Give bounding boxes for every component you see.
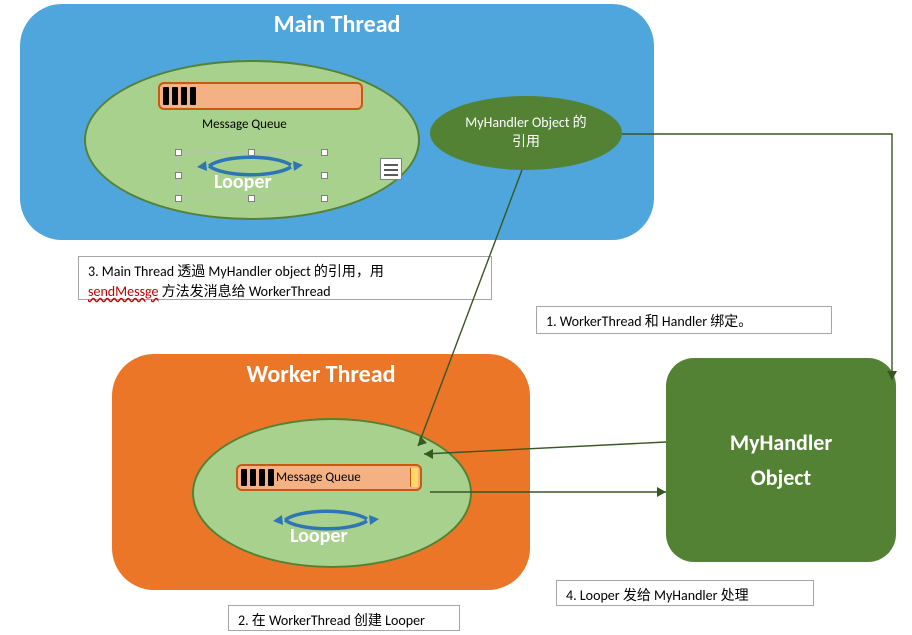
selection-handle bbox=[175, 172, 182, 179]
ref-line2: 引用 bbox=[512, 133, 540, 152]
worker-thread-title: Worker Thread bbox=[247, 360, 396, 389]
caption-step-1: 1. WorkerThread 和 Handler 绑定。 bbox=[536, 306, 832, 334]
caption-step-3-line2: sendMessge 方法发消息给 WorkerThread bbox=[88, 282, 482, 302]
myhandler-reference-ellipse: MyHandler Object 的 引用 bbox=[430, 96, 622, 170]
worker-message-queue-label: Message Queue bbox=[276, 470, 361, 485]
caption-step-3: 3. Main Thread 透過 MyHandler object 的引用，用… bbox=[78, 256, 492, 300]
main-thread-title: Main Thread bbox=[274, 10, 401, 39]
note-icon bbox=[380, 158, 402, 180]
ref-line1: MyHandler Object 的 bbox=[465, 114, 586, 133]
caption-step-2: 2. 在 WorkerThread 创建 Looper bbox=[228, 605, 460, 631]
main-message-queue-bar bbox=[158, 82, 363, 110]
selection-handle bbox=[321, 149, 328, 156]
selection-box bbox=[178, 152, 324, 198]
selection-handle bbox=[321, 195, 328, 202]
caption-step-3-line1: 3. Main Thread 透過 MyHandler object 的引用，用 bbox=[88, 262, 482, 282]
worker-looper-label: Looper bbox=[290, 524, 348, 548]
selection-handle bbox=[248, 195, 255, 202]
handler-line2: Object bbox=[751, 460, 811, 495]
selection-handle bbox=[248, 149, 255, 156]
selection-handle bbox=[321, 172, 328, 179]
myhandler-object-box: MyHandler Object bbox=[666, 358, 896, 562]
caption-step-4: 4. Looper 发给 MyHandler 处理 bbox=[556, 580, 814, 606]
selection-handle bbox=[175, 195, 182, 202]
diagram-canvas: Main Thread Message Queue Looper MyHandl… bbox=[0, 0, 912, 635]
main-message-queue-label: Message Queue bbox=[202, 117, 287, 132]
handler-line1: MyHandler bbox=[730, 425, 832, 460]
selection-handle bbox=[175, 149, 182, 156]
